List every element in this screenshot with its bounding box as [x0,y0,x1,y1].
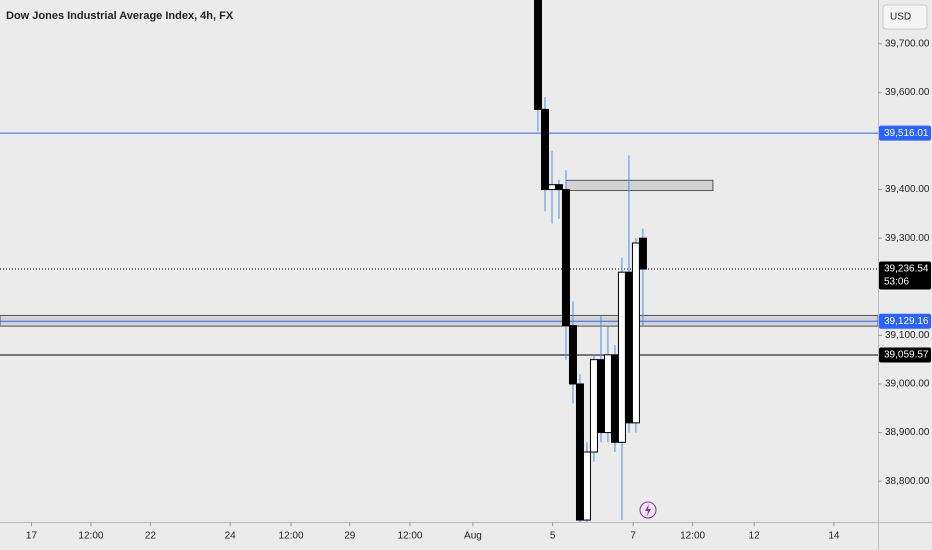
x-tick-label: 12:00 [78,531,103,542]
plot-area [0,0,878,522]
candle-body [582,451,591,521]
y-tick-label: 39,100.00 [885,330,930,341]
x-tick-label: 14 [828,531,840,542]
price-tag [879,125,931,141]
y-tick-label: 39,000.00 [885,379,930,390]
chart-title: Dow Jones Industrial Average Index, 4h, … [6,10,234,22]
y-tick-label: 39,700.00 [885,38,930,49]
candle-body [610,354,619,443]
candle-body [540,108,549,191]
candle-body [624,271,633,424]
event-bolt [645,504,651,516]
candle-body [638,237,647,270]
x-tick-label: 17 [26,531,38,542]
candle-body [617,271,626,443]
candle-body [631,242,640,424]
candle-body [589,359,598,453]
price-tag-label: 39,516.01 [884,128,929,139]
candle-body [568,325,577,385]
x-tick-label: 12:00 [680,531,705,542]
x-tick-label: 12 [749,531,761,542]
x-tick-label: 5 [550,531,556,542]
price-tag-label: 39,236.54 [884,264,929,275]
candle-body [603,354,612,434]
candle-body [596,359,605,434]
price-tag [879,313,931,329]
x-tick-label: 12:00 [279,531,304,542]
y-tick-label: 39,300.00 [885,233,930,244]
candle-body [547,184,556,191]
candle-body [561,189,570,327]
countdown: 53:06 [884,277,909,288]
y-tick-label: 38,800.00 [885,476,930,487]
candle-body [575,383,584,521]
x-tick-label: 7 [630,531,636,542]
price-tag [879,347,931,363]
zone [565,179,714,192]
price-tag-label: 39,129.16 [884,316,929,327]
price-tag-label: 39,059.57 [884,350,929,361]
x-tick-label: Aug [464,531,482,542]
candle-body [554,184,563,191]
x-tick-label: 24 [225,531,237,542]
x-tick-label: 22 [145,531,157,542]
event-icon[interactable] [639,501,657,519]
currency[interactable]: USD [890,12,911,23]
price-tag [879,261,931,290]
currency-button[interactable] [882,4,928,30]
candle-body [533,0,542,110]
y-tick-label: 39,600.00 [885,87,930,98]
x-tick-label: 29 [344,531,356,542]
y-tick-label: 38,900.00 [885,427,930,438]
x-tick-label: 12:00 [397,531,422,542]
y-tick-label: 39,400.00 [885,184,930,195]
